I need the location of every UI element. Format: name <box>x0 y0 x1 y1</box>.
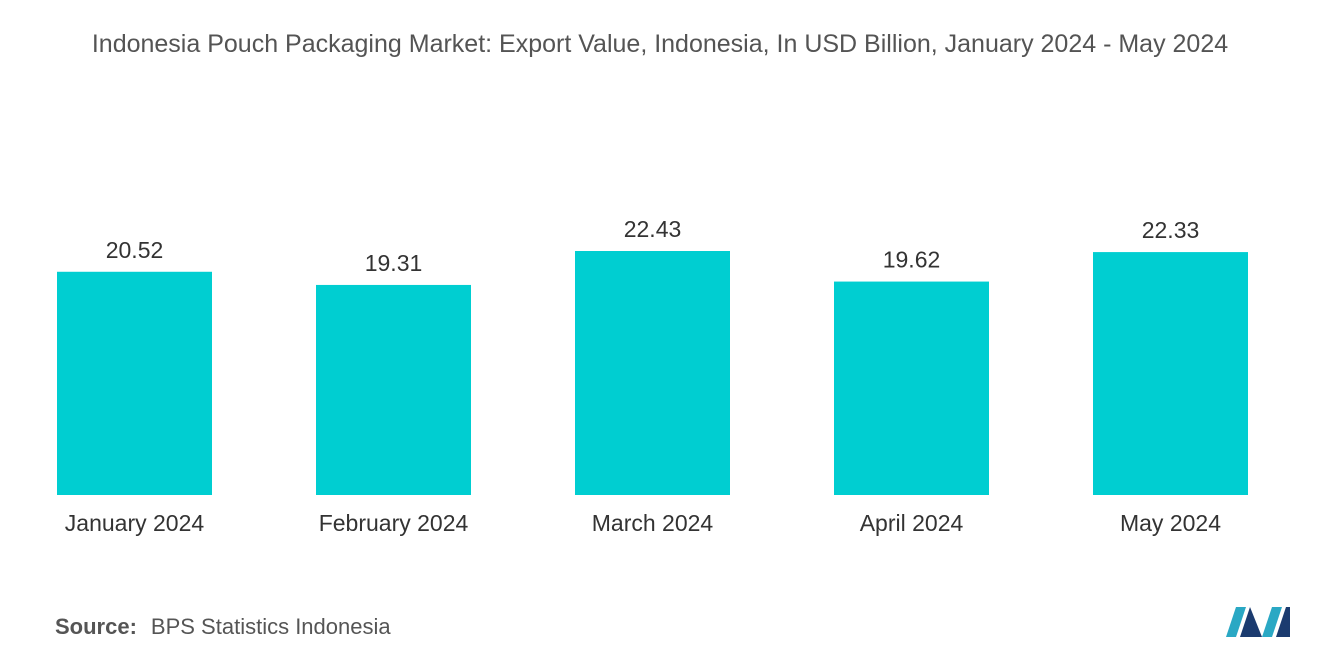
x-tick-label: May 2024 <box>1120 510 1221 536</box>
x-tick-label: February 2024 <box>319 510 469 536</box>
source: Source: BPS Statistics Indonesia <box>55 614 391 640</box>
value-label: 20.52 <box>106 237 164 263</box>
x-tick-label: January 2024 <box>65 510 205 536</box>
bar <box>834 281 989 495</box>
source-text: BPS Statistics Indonesia <box>150 614 391 639</box>
chart-title: Indonesia Pouch Packaging Market: Export… <box>91 30 1229 58</box>
value-label: 19.62 <box>883 247 941 273</box>
bar <box>1093 252 1248 495</box>
bar <box>575 251 730 495</box>
x-tick-label: April 2024 <box>860 510 964 536</box>
source-label: Source: <box>55 614 137 639</box>
x-tick-label: March 2024 <box>592 510 714 536</box>
bar <box>57 271 212 495</box>
logo <box>1226 607 1290 637</box>
value-label: 22.43 <box>624 216 682 242</box>
bar <box>316 284 471 495</box>
value-label: 22.33 <box>1142 217 1200 243</box>
value-label: 19.31 <box>365 250 423 276</box>
